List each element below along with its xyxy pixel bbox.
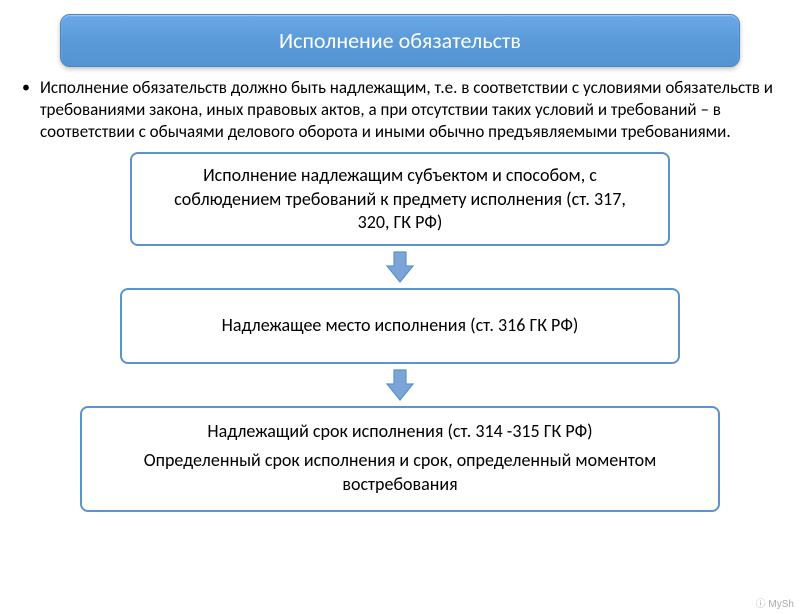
intro-bullet: • Исполнение обязательств должно быть на… — [0, 77, 800, 150]
header-title: Исполнение обязательств — [81, 27, 719, 54]
arrow-down-icon — [385, 368, 415, 402]
flow-box-1-text: Исполнение надлежащим субъектом и способ… — [162, 164, 638, 234]
flow-box-1: Исполнение надлежащим субъектом и способ… — [130, 152, 670, 246]
flow-box-2-text: Надлежащее место исполнения (ст. 316 ГК … — [222, 314, 579, 337]
header-banner: Исполнение обязательств — [60, 14, 740, 67]
flow-box-3-line1: Надлежащий срок исполнения (ст. 314 -315… — [207, 420, 592, 443]
flow-box-3: Надлежащий срок исполнения (ст. 314 -315… — [80, 406, 720, 512]
bullet-marker: • — [22, 77, 30, 99]
arrow-1-wrap — [385, 246, 415, 288]
arrow-down-icon — [385, 250, 415, 284]
flow-box-3-line2: Определенный срок исполнения и срок, опр… — [112, 449, 688, 496]
watermark: ⓘ MySh — [756, 595, 794, 610]
flow-box-2: Надлежащее место исполнения (ст. 316 ГК … — [120, 288, 680, 363]
arrow-2-wrap — [385, 364, 415, 406]
intro-text: Исполнение обязательств должно быть надл… — [40, 77, 788, 142]
flowchart: Исполнение надлежащим субъектом и способ… — [0, 150, 800, 512]
